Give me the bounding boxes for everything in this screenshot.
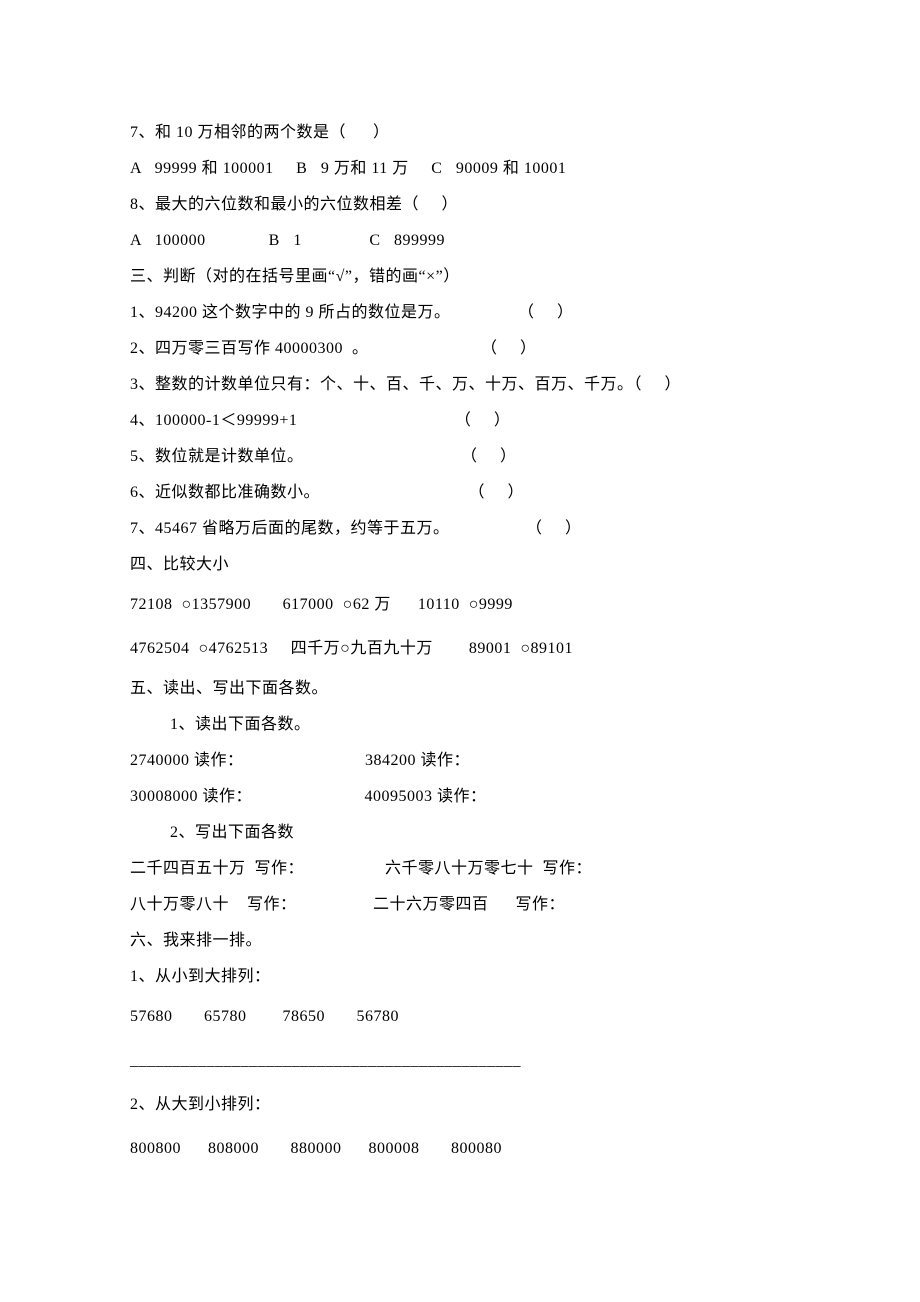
document-page: 7、和 10 万相邻的两个数是（ ） A 99999 和 100001 B 9 … [0, 0, 920, 1302]
judge-1: 1、94200 这个数字中的 9 所占的数位是万。 （ ） [130, 295, 790, 331]
section-3-heading: 三、判断（对的在括号里画“√”，错的画“×”） [130, 259, 790, 295]
question-7-options: A 99999 和 100001 B 9 万和 11 万 C 90009 和 1… [130, 151, 790, 187]
judge-3: 3、整数的计数单位只有：个、十、百、千、万、十万、百万、千万。（ ） [130, 367, 790, 403]
judge-7: 7、45467 省略万后面的尾数，约等于五万。 （ ） [130, 511, 790, 547]
answer-blank-line: ________________________________________… [130, 1039, 790, 1083]
question-7-stem: 7、和 10 万相邻的两个数是（ ） [130, 115, 790, 151]
write-row-2: 八十万零八十 写作： 二十六万零四百 写作： [130, 887, 790, 923]
section-4-heading: 四、比较大小 [130, 547, 790, 583]
write-row-1: 二千四百五十万 写作： 六千零八十万零七十 写作： [130, 851, 790, 887]
sort-desc-numbers: 800800 808000 880000 800008 800080 [130, 1127, 790, 1171]
sort-asc-heading: 1、从小到大排列： [130, 959, 790, 995]
section-5-heading: 五、读出、写出下面各数。 [130, 671, 790, 707]
judge-4: 4、100000-1＜99999+1 （ ） [130, 403, 790, 439]
question-8-options: A 100000 B 1 C 899999 [130, 223, 790, 259]
compare-row-2: 4762504 ○4762513 四千万○九百九十万 89001 ○89101 [130, 627, 790, 671]
judge-2: 2、四万零三百写作 40000300 。 （ ） [130, 331, 790, 367]
write-heading: 2、写出下面各数 [130, 815, 790, 851]
sort-desc-heading: 2、从大到小排列： [130, 1083, 790, 1127]
question-8-stem: 8、最大的六位数和最小的六位数相差（ ） [130, 187, 790, 223]
judge-6: 6、近似数都比准确数小。 （ ） [130, 475, 790, 511]
read-row-1: 2740000 读作： 384200 读作： [130, 743, 790, 779]
compare-row-1: 72108 ○1357900 617000 ○62 万 10110 ○9999 [130, 583, 790, 627]
read-row-2: 30008000 读作： 40095003 读作： [130, 779, 790, 815]
judge-5: 5、数位就是计数单位。 （ ） [130, 439, 790, 475]
read-heading: 1、读出下面各数。 [130, 707, 790, 743]
section-6-heading: 六、我来排一排。 [130, 923, 790, 959]
sort-asc-numbers: 57680 65780 78650 56780 [130, 995, 790, 1039]
